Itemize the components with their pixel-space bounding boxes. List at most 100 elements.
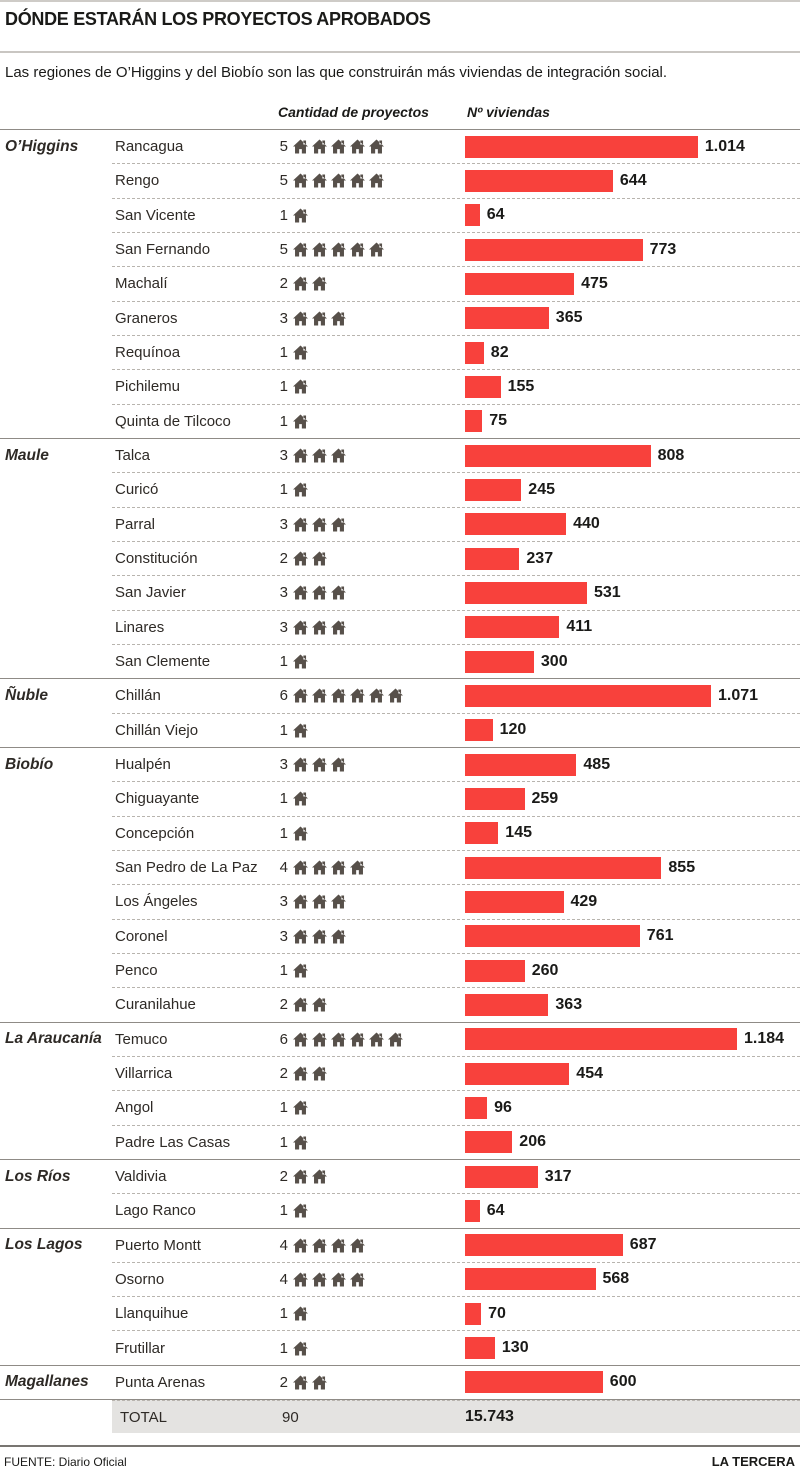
viviendas-bar bbox=[465, 787, 525, 810]
bar-cell: 75 bbox=[465, 405, 507, 438]
viviendas-bar bbox=[465, 341, 484, 364]
viviendas-bar bbox=[465, 410, 483, 433]
house-icon bbox=[331, 1238, 346, 1253]
house-icon bbox=[331, 929, 346, 944]
row-content: San Pedro de La Paz 4 855 bbox=[112, 849, 800, 884]
viviendas-value: 96 bbox=[494, 1098, 512, 1116]
table-row: Chillán Viejo 1 120 bbox=[0, 712, 800, 747]
region-cell bbox=[0, 644, 112, 678]
project-pictograms bbox=[293, 405, 308, 438]
viviendas-value: 644 bbox=[619, 171, 647, 189]
project-count: 1 bbox=[279, 962, 288, 980]
bar-cell: 70 bbox=[465, 1297, 506, 1330]
viviendas-value: 454 bbox=[576, 1064, 603, 1082]
table-row: Los Lagos Puerto Montt 4 687 bbox=[0, 1227, 800, 1262]
city-label: Coronel bbox=[115, 927, 168, 945]
project-count: 1 bbox=[279, 481, 288, 499]
row-content: San Fernando 5 773 bbox=[112, 231, 800, 266]
table-row: Coronel 3 761 bbox=[0, 918, 800, 953]
city-label: Valdivia bbox=[115, 1168, 167, 1185]
city-label: Requínoa bbox=[115, 344, 181, 362]
row-content: Llanquihue 1 70 bbox=[112, 1296, 800, 1330]
city-label: Padre Las Casas bbox=[115, 1133, 231, 1151]
row-content: Graneros 3 365 bbox=[112, 300, 800, 335]
bar-cell: 773 bbox=[465, 233, 676, 266]
table-row: Constitución 2 237 bbox=[0, 540, 800, 575]
city-label: Machalí bbox=[115, 275, 168, 293]
project-count: 3 bbox=[279, 927, 288, 945]
viviendas-value: 64 bbox=[486, 1201, 505, 1219]
house-icon bbox=[388, 688, 403, 703]
project-pictograms bbox=[293, 1160, 327, 1193]
table-row: Magallanes Punta Arenas 2 600 bbox=[0, 1364, 800, 1399]
city-label: Rancagua bbox=[115, 138, 184, 156]
house-icon bbox=[331, 860, 346, 875]
viviendas-value: 411 bbox=[566, 618, 593, 636]
viviendas-value: 237 bbox=[526, 549, 554, 567]
house-icon bbox=[293, 1032, 308, 1047]
viviendas-value: 568 bbox=[602, 1270, 630, 1288]
house-icon bbox=[293, 894, 308, 909]
table-row: Quinta de Tilcoco 1 75 bbox=[0, 403, 800, 438]
bar-cell: 1.071 bbox=[465, 679, 758, 712]
viviendas-value: 855 bbox=[668, 858, 696, 876]
table-row: Pichilemu 1 155 bbox=[0, 369, 800, 403]
region-label: La Araucanía bbox=[5, 1030, 102, 1048]
city-label: Quinta de Tilcoco bbox=[115, 412, 231, 430]
city-label: Los Ángeles bbox=[115, 893, 198, 911]
table-row: Curanilahue 2 363 bbox=[0, 987, 800, 1021]
house-icon bbox=[293, 345, 308, 360]
viviendas-value: 259 bbox=[531, 789, 559, 807]
bar-cell: 411 bbox=[465, 611, 592, 644]
city-label: Lago Ranco bbox=[115, 1202, 196, 1220]
house-icon bbox=[312, 997, 327, 1012]
project-pictograms bbox=[293, 714, 308, 747]
region-cell bbox=[0, 1125, 112, 1159]
project-count: 2 bbox=[279, 996, 288, 1014]
project-count: 3 bbox=[279, 584, 288, 602]
house-icon bbox=[350, 139, 365, 154]
house-icon bbox=[369, 1032, 384, 1047]
viviendas-value: 75 bbox=[489, 412, 507, 430]
city-label: Talca bbox=[115, 447, 151, 465]
row-content: Los Ángeles 3 429 bbox=[112, 884, 800, 918]
project-count: 1 bbox=[279, 206, 288, 224]
table-row: Biobío Hualpén 3 485 bbox=[0, 746, 800, 781]
project-count: 1 bbox=[279, 1202, 288, 1220]
viviendas-bar bbox=[465, 547, 520, 570]
city-label: Penco bbox=[115, 962, 158, 980]
viviendas-value: 600 bbox=[609, 1373, 637, 1391]
project-pictograms bbox=[293, 576, 346, 609]
viviendas-value: 64 bbox=[486, 206, 505, 224]
house-icon bbox=[369, 688, 384, 703]
viviendas-bar bbox=[465, 1096, 488, 1119]
row-content: Parral 3 440 bbox=[112, 506, 800, 541]
house-icon bbox=[331, 173, 346, 189]
viviendas-bar bbox=[465, 169, 613, 192]
viviendas-value: 808 bbox=[657, 446, 685, 464]
house-icon bbox=[293, 1306, 308, 1321]
row-content: Frutillar 1 130 bbox=[112, 1330, 800, 1364]
house-icon bbox=[293, 1375, 308, 1390]
bar-cell: 454 bbox=[465, 1057, 603, 1090]
house-icon bbox=[293, 654, 308, 669]
column-header-viviendas: Nº viviendas bbox=[467, 104, 550, 120]
project-pictograms bbox=[293, 508, 346, 541]
project-pictograms bbox=[293, 370, 308, 403]
city-label: Punta Arenas bbox=[115, 1373, 206, 1391]
city-label: Graneros bbox=[115, 309, 178, 327]
viviendas-value: 1.184 bbox=[744, 1030, 785, 1048]
city-label: Temuco bbox=[115, 1030, 168, 1048]
project-pictograms bbox=[293, 164, 384, 197]
viviendas-value: 70 bbox=[488, 1304, 506, 1322]
house-icon bbox=[350, 1238, 365, 1253]
bar-cell: 365 bbox=[465, 302, 583, 335]
viviendas-value: 145 bbox=[505, 824, 532, 842]
bar-cell: 237 bbox=[465, 542, 553, 575]
bar-cell: 260 bbox=[465, 954, 558, 987]
project-count: 2 bbox=[279, 1373, 288, 1391]
row-content: Hualpén 3 485 bbox=[112, 748, 800, 781]
house-icon bbox=[312, 894, 327, 909]
project-count: 5 bbox=[279, 172, 288, 190]
